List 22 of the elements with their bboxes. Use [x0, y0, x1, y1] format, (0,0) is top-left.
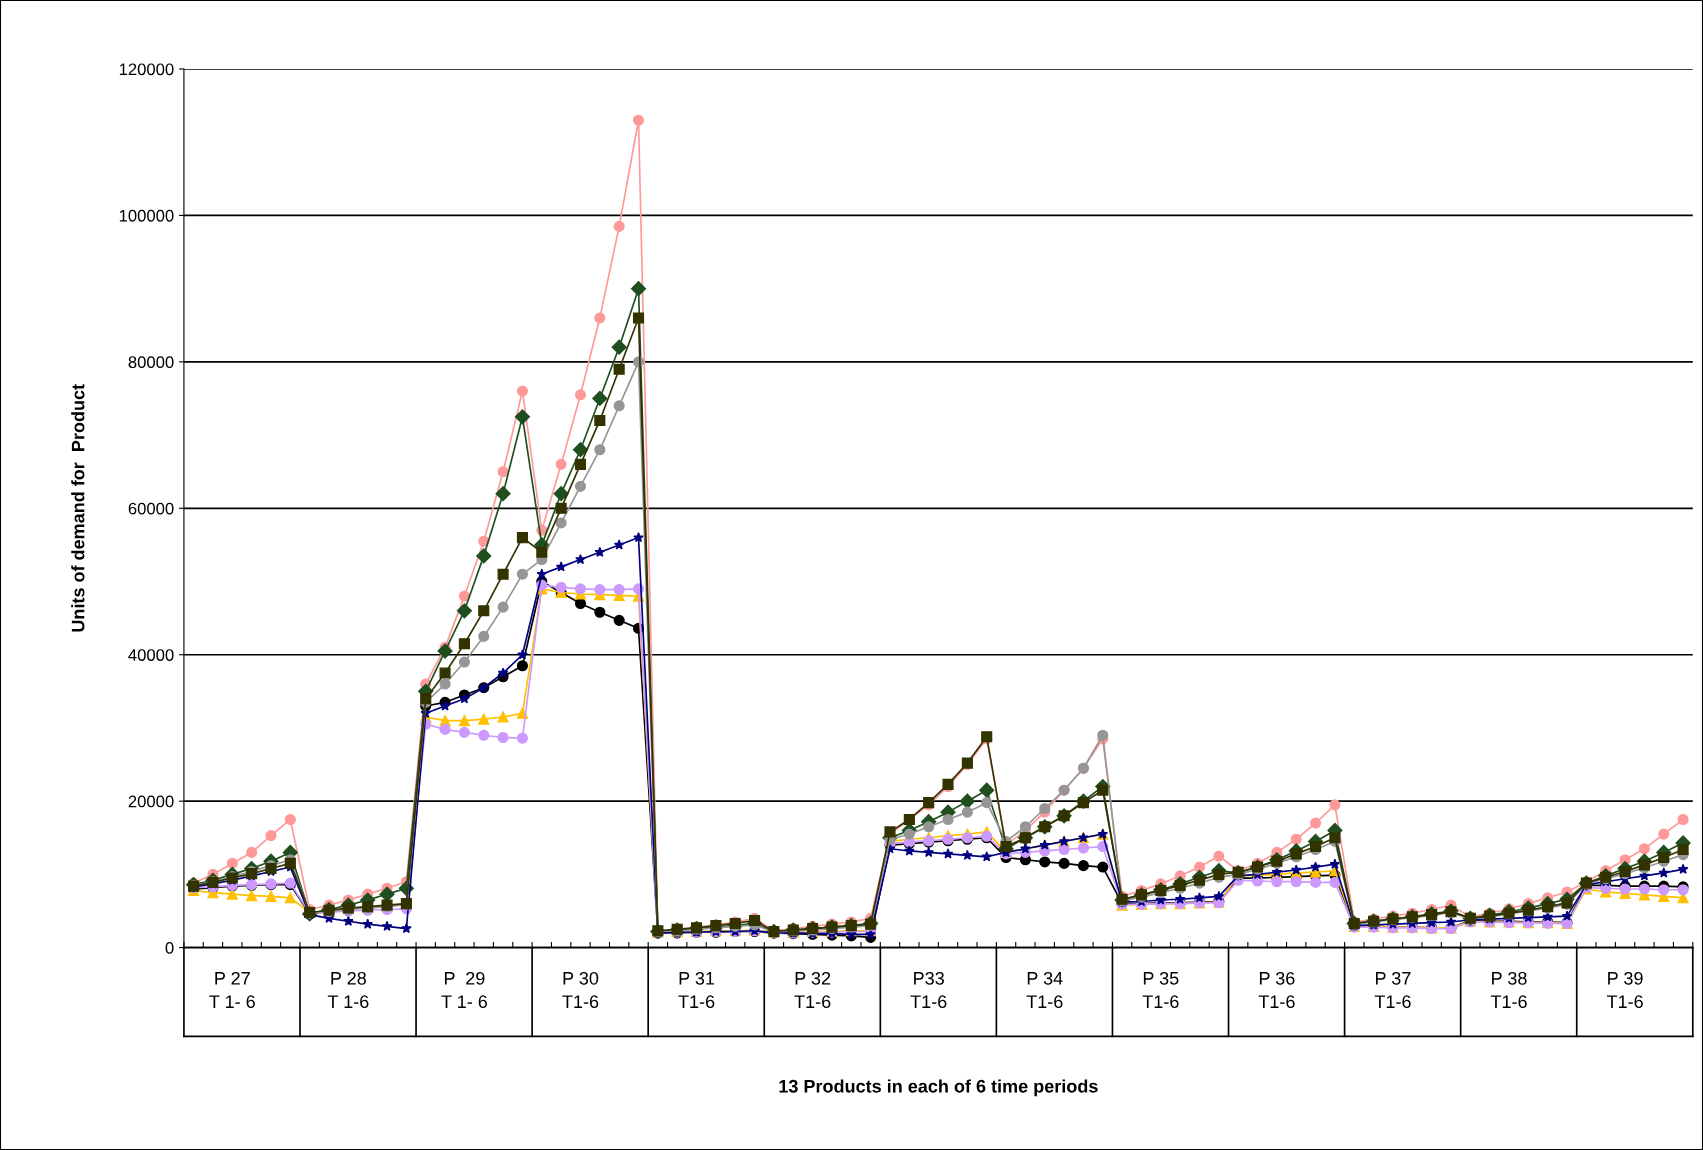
- x-tick-label: P 38 T1-6: [1490, 971, 1527, 1009]
- x-tick-label: P 37 T1-6: [1374, 971, 1411, 1009]
- y-tick-label: 60000: [128, 502, 174, 515]
- x-tick-label: P 34 T1-6: [1026, 971, 1063, 1009]
- x-tick-label: P 36 T1-6: [1258, 971, 1295, 1009]
- x-tick-label: P 31 T1-6: [678, 971, 715, 1009]
- x-tick-label: P 35 T1-6: [1142, 971, 1179, 1009]
- y-tick-label: 80000: [128, 356, 174, 369]
- x-axis-title: 13 Products in each of 6 time periods: [779, 1079, 1098, 1097]
- y-axis-title: Units of demand for Product: [71, 384, 85, 632]
- x-tick-label: P33 T1-6: [910, 971, 947, 1009]
- y-tick-label: 40000: [128, 649, 174, 661]
- x-tick-label: P 28 T 1-6: [327, 971, 369, 1009]
- y-tick-label: 20000: [128, 795, 174, 808]
- x-tick-label: P 39 T1-6: [1606, 971, 1643, 1009]
- y-tick-label: 100000: [119, 209, 174, 222]
- x-tick-label: P 29 T 1- 6: [441, 971, 488, 1009]
- x-tick-label: P 32 T1-6: [794, 971, 831, 1009]
- y-tick-label: 0: [165, 942, 174, 954]
- x-tick-label: P 27 T 1- 6: [209, 971, 255, 1009]
- x-tick-label: P 30 T1-6: [562, 971, 599, 1009]
- y-tick-label: 120000: [119, 63, 174, 76]
